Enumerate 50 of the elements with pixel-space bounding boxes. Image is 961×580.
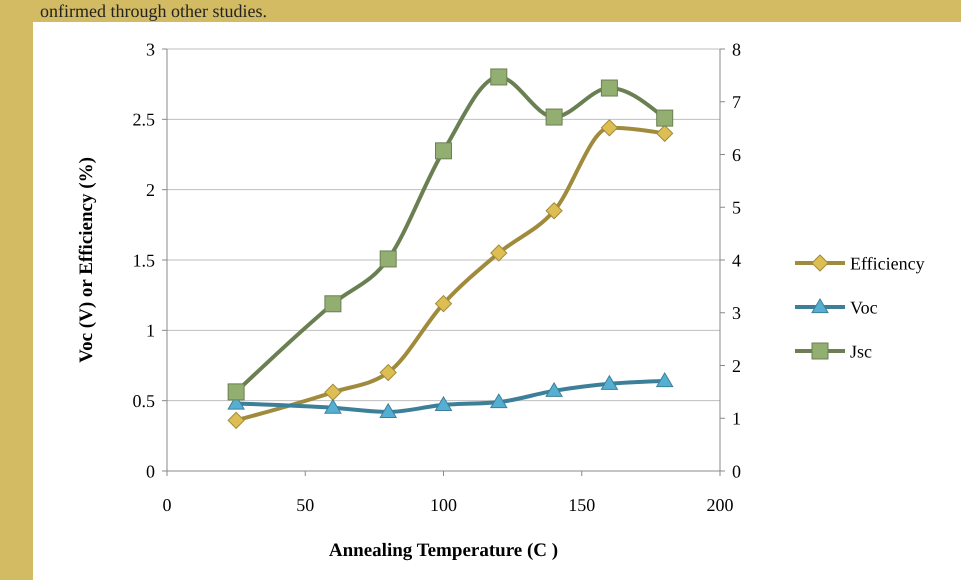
y2-tick-label: 3	[732, 303, 741, 324]
text: onfirmed through other studies.	[40, 1, 267, 21]
point	[656, 110, 674, 127]
x-tick-label: 200	[706, 495, 734, 515]
point	[380, 250, 397, 268]
point	[435, 396, 452, 411]
point	[324, 384, 342, 401]
point	[490, 244, 508, 262]
point	[600, 375, 618, 390]
point	[324, 295, 342, 312]
point	[228, 412, 245, 429]
point	[435, 142, 452, 160]
y2-tick-label: 7	[732, 92, 741, 112]
y2-tick-label: 8	[732, 39, 741, 60]
y2-tick-label: 1	[732, 408, 741, 429]
legend-label: Voc	[850, 297, 878, 318]
point	[546, 202, 563, 220]
x-tick-label: 150	[568, 495, 596, 515]
y2-tick-label: 2	[732, 356, 741, 376]
y-tick-label: 1	[146, 320, 155, 341]
y2-tick-label: 6	[732, 144, 741, 165]
y2-tick-label: 0	[732, 461, 741, 482]
y-tick-label: 3	[146, 39, 155, 60]
point	[600, 80, 618, 97]
point	[435, 295, 452, 312]
x-tick-label: 0	[162, 495, 172, 515]
y-axis-title: Voc (V) or Efficiency (%)	[76, 157, 97, 363]
point	[546, 108, 563, 126]
x-tick-label: 100	[430, 495, 457, 515]
point	[656, 372, 674, 388]
x-tick-label: 50	[296, 495, 314, 515]
legend-label: Efficiency	[850, 253, 925, 274]
y2-tick-label: 5	[732, 198, 741, 218]
y-tick-label: 2.5	[132, 110, 155, 130]
y-tick-label: 1.5	[132, 250, 155, 270]
point	[546, 382, 563, 397]
y-tick-label: 0.5	[132, 390, 155, 411]
y-tick-label: 0	[146, 461, 155, 482]
point	[490, 394, 508, 408]
legend-label: Jsc	[850, 341, 872, 362]
point	[490, 68, 508, 86]
point	[380, 364, 397, 382]
point	[324, 399, 342, 414]
point	[656, 124, 674, 142]
point	[228, 383, 245, 400]
y-tick-label: 2	[146, 180, 155, 200]
y2-tick-label: 4	[732, 250, 741, 270]
point	[380, 403, 397, 418]
x-axis-title: Annealing Temperature (C )	[328, 540, 558, 561]
point	[600, 119, 618, 136]
